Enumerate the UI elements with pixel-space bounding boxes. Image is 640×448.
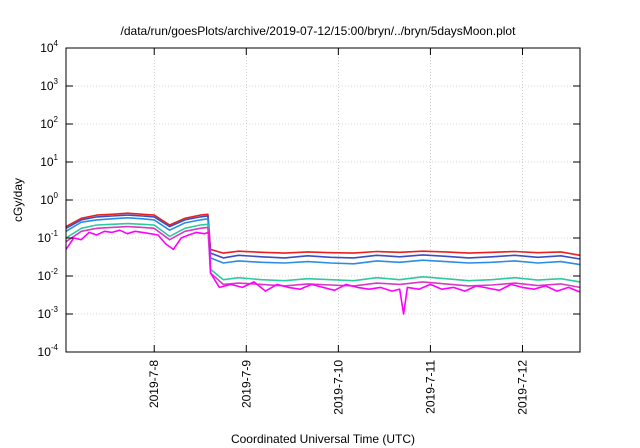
series-line-1 bbox=[65, 212, 581, 257]
y-tick-label: 10-3 bbox=[38, 305, 59, 321]
series-line-2 bbox=[65, 214, 581, 260]
y-tick-label: 10-2 bbox=[38, 267, 59, 283]
y-axis: 10-4 10-3 10-2 10-1 100 101 102 103 104 bbox=[38, 39, 580, 359]
x-tick-label: 2019-7-10 bbox=[331, 360, 345, 415]
x-tick-label: 2019-7-11 bbox=[423, 360, 437, 414]
y-tick-label: 10-4 bbox=[38, 343, 59, 359]
y-axis-label: cGy/day bbox=[11, 178, 25, 222]
y-tick-label: 101 bbox=[40, 153, 58, 169]
x-axis: 2019-7-8 2019-7-9 2019-7-10 2019-7-11 2019-7… bbox=[147, 48, 529, 415]
series-line-3 bbox=[65, 217, 581, 266]
y-tick-label: 104 bbox=[40, 39, 58, 55]
gridlines bbox=[66, 48, 580, 352]
plot-series bbox=[65, 212, 581, 315]
x-tick-label: 2019-7-12 bbox=[515, 360, 529, 415]
plot-frame bbox=[65, 47, 581, 353]
y-tick-label: 100 bbox=[40, 191, 58, 207]
series-line-6 bbox=[65, 229, 581, 315]
series-line-4 bbox=[65, 222, 581, 283]
x-tick-label: 2019-7-9 bbox=[239, 360, 253, 408]
y-tick-label: 102 bbox=[40, 115, 58, 131]
x-tick-label: 2019-7-8 bbox=[147, 360, 161, 408]
y-tick-label: 103 bbox=[40, 77, 58, 93]
chart-title: /data/run/goesPlots/archive/2019-07-12/1… bbox=[121, 24, 517, 38]
x-axis-label: Coordinated Universal Time (UTC) bbox=[231, 432, 415, 446]
y-tick-label: 10-1 bbox=[38, 229, 59, 245]
